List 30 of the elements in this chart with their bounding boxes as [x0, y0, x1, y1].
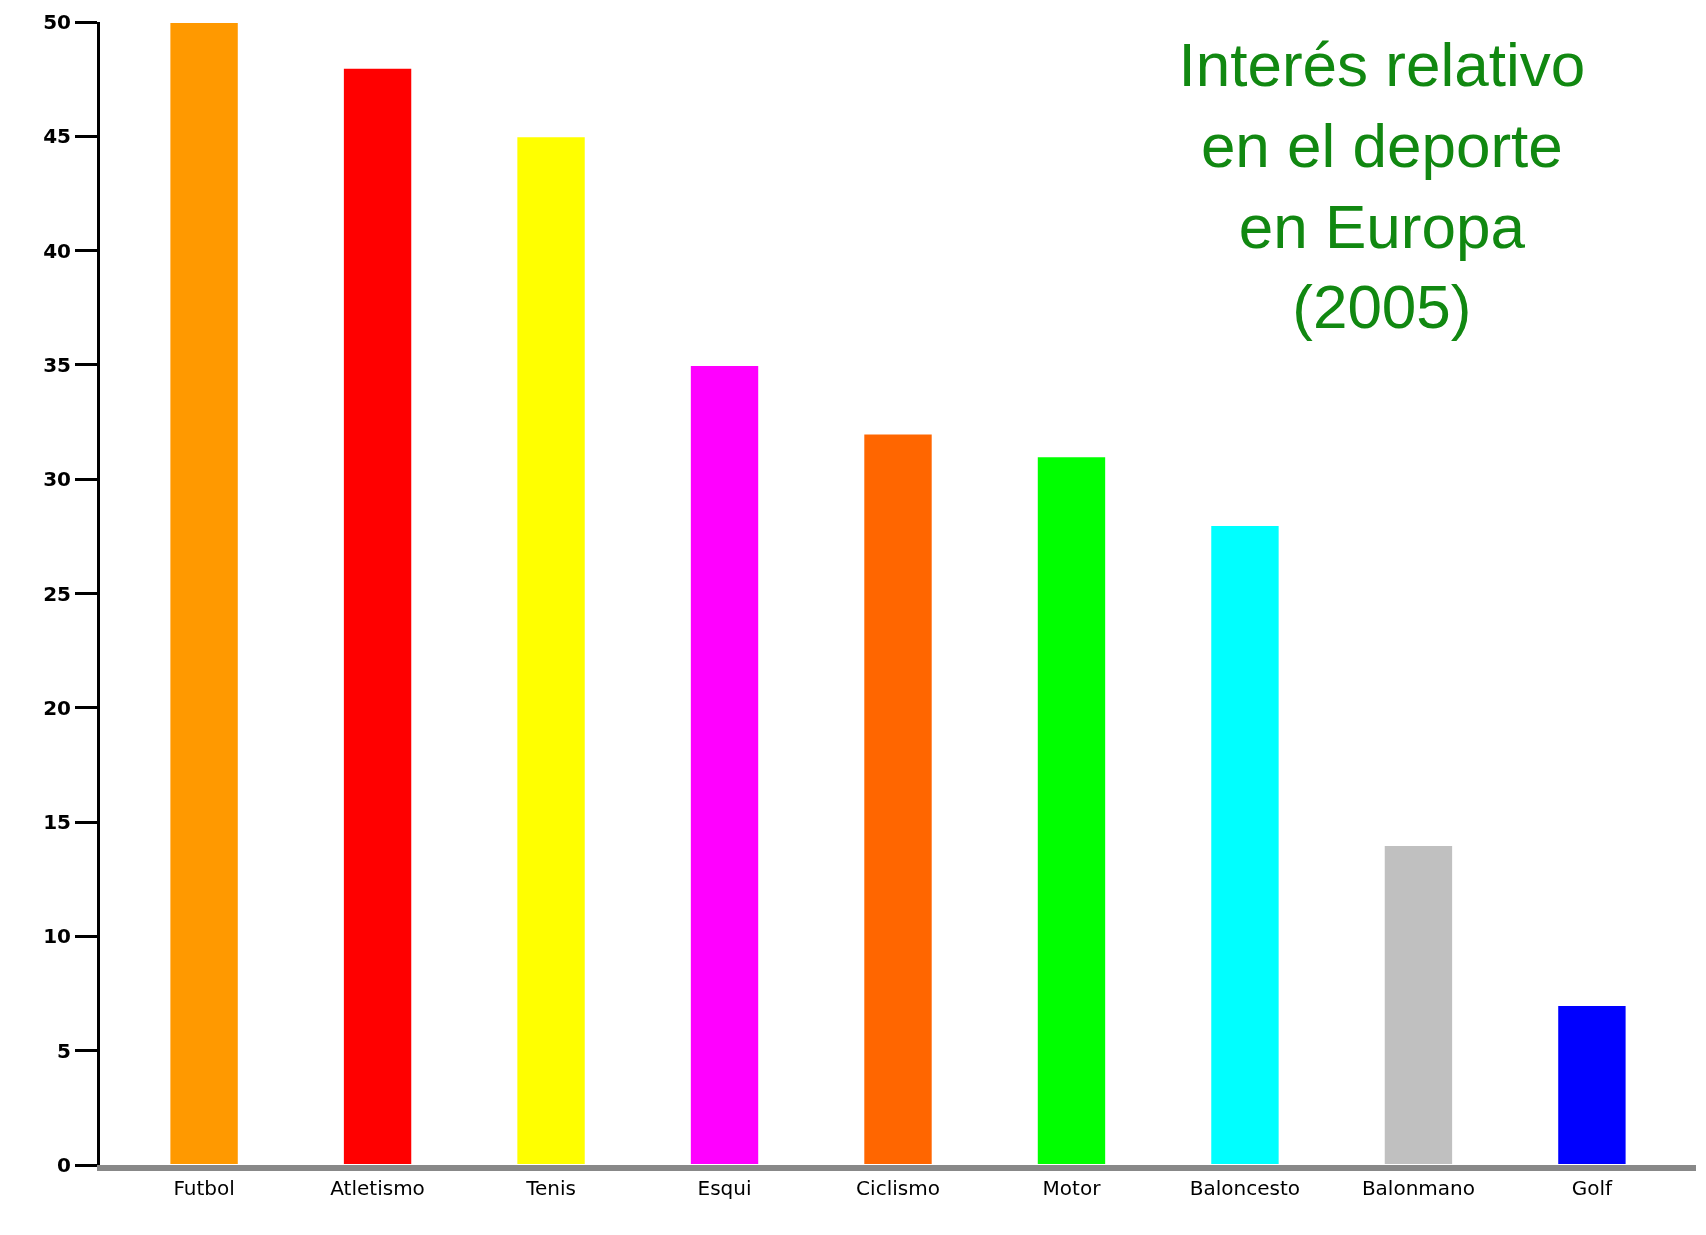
x-tick-label: Ciclismo: [856, 1176, 940, 1200]
bar: [1035, 455, 1108, 1165]
x-tick-label: Atletismo: [330, 1176, 425, 1200]
bar: [168, 22, 240, 1165]
bar: [1556, 1003, 1628, 1165]
y-tick-label: 50: [43, 10, 71, 34]
bar: [1209, 523, 1281, 1165]
x-tick-label: Balonmano: [1361, 1176, 1475, 1200]
y-tick-label: 25: [43, 581, 71, 606]
bar: [688, 363, 761, 1165]
bar: [862, 432, 934, 1165]
y-tick-label: 10: [43, 924, 71, 949]
bar: [1382, 843, 1455, 1165]
y-tick-label: 45: [43, 124, 71, 149]
x-tick-label: Golf: [1571, 1176, 1614, 1200]
y-tick-label: 30: [43, 467, 71, 492]
x-tick-label: Motor: [1042, 1176, 1102, 1200]
y-tick-label: 20: [43, 695, 71, 720]
x-tick-label: Futbol: [173, 1176, 235, 1200]
x-tick-label: Esqui: [697, 1176, 752, 1200]
x-tick-label: Baloncesto: [1189, 1176, 1301, 1200]
y-tick-label: 40: [43, 238, 71, 263]
bar: [515, 135, 587, 1165]
text: Interés relativo en el deporte en Europa (2005): [1178, 30, 1586, 342]
x-tick-label: Tenis: [525, 1176, 576, 1200]
y-tick-label: 35: [43, 352, 71, 377]
y-tick-label: 15: [43, 810, 71, 835]
y-tick-label: 0: [57, 1153, 71, 1177]
bar: [341, 66, 414, 1165]
y-tick-label: 5: [57, 1038, 71, 1063]
